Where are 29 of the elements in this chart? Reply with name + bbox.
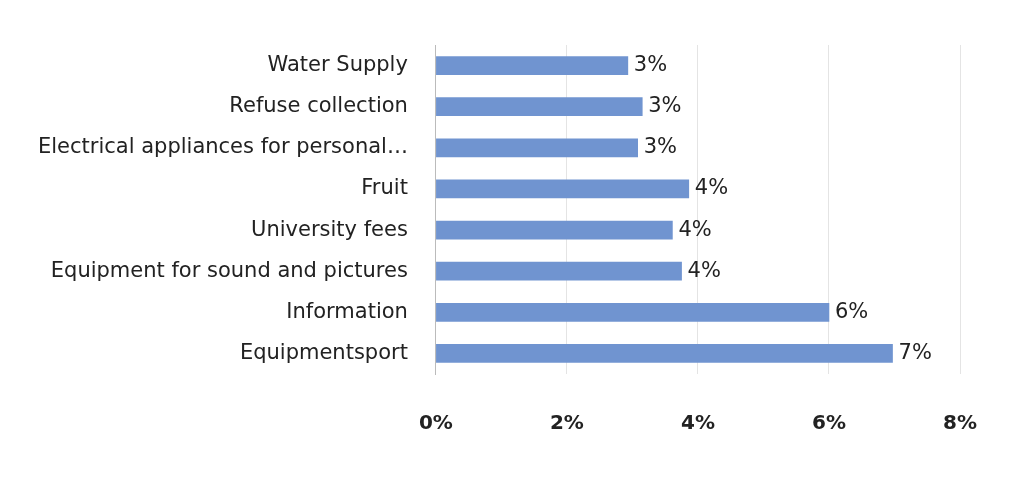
y-tick-label: University fees	[251, 216, 408, 241]
data-label: 4%	[678, 216, 712, 241]
data-label: 3%	[643, 134, 677, 159]
bar	[436, 56, 629, 75]
data-label: 7%	[898, 339, 932, 364]
x-tick-label: 8%	[943, 410, 977, 435]
bar	[436, 261, 682, 281]
bar	[436, 138, 638, 158]
data-label: 4%	[687, 257, 721, 282]
y-tick-label: Equipmentsport	[239, 339, 408, 364]
x-tick-label: 6%	[811, 410, 846, 435]
x-tick-label: 2%	[549, 410, 584, 435]
bar	[436, 179, 690, 199]
data-label: 3%	[648, 93, 682, 118]
bar	[436, 97, 643, 117]
y-tick-label: Refuse collection	[229, 93, 408, 118]
y-tick-label: Fruit	[361, 175, 408, 200]
data-label: 4%	[694, 175, 729, 200]
bar	[436, 220, 673, 240]
bar	[436, 302, 830, 322]
y-tick-label: Water Supply	[267, 52, 408, 77]
y-tick-label: Equipment for sound and pictures	[50, 257, 408, 282]
bar	[436, 344, 893, 363]
data-label: 3%	[633, 52, 668, 77]
y-tick-label: Information	[286, 298, 408, 323]
y-tick-label: Electrical appliances for personal…	[38, 134, 408, 159]
x-tick-label: 0%	[418, 410, 453, 435]
data-label: 6%	[834, 298, 869, 323]
x-tick-label: 4%	[680, 410, 715, 435]
